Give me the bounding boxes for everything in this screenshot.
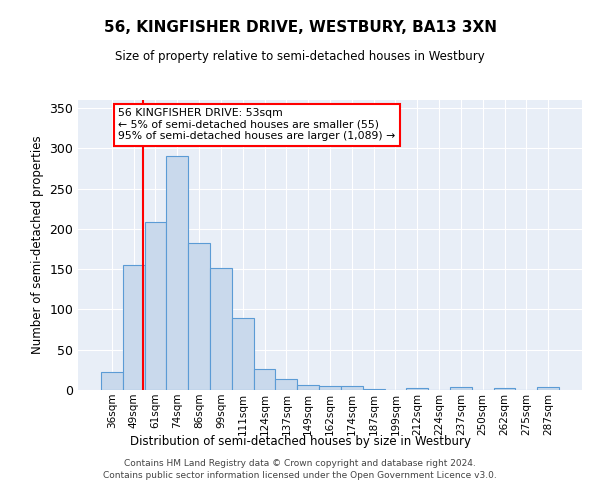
Y-axis label: Number of semi-detached properties: Number of semi-detached properties (31, 136, 44, 354)
Bar (297, 385, 319, 390)
Text: Distribution of semi-detached houses by size in Westbury: Distribution of semi-detached houses by … (130, 435, 470, 448)
Bar (537, 387, 559, 390)
Bar (319, 386, 341, 390)
Bar (123, 265, 145, 390)
Bar (494, 388, 515, 390)
Bar (406, 388, 428, 390)
Text: 56 KINGFISHER DRIVE: 53sqm
← 5% of semi-detached houses are smaller (55)
95% of : 56 KINGFISHER DRIVE: 53sqm ← 5% of semi-… (118, 108, 395, 142)
Text: Size of property relative to semi-detached houses in Westbury: Size of property relative to semi-detach… (115, 50, 485, 63)
Bar (145, 222, 166, 390)
Bar (166, 156, 188, 390)
Bar (254, 369, 275, 390)
Bar (210, 268, 232, 390)
Text: 56, KINGFISHER DRIVE, WESTBURY, BA13 3XN: 56, KINGFISHER DRIVE, WESTBURY, BA13 3XN (104, 20, 497, 35)
Text: Contains HM Land Registry data © Crown copyright and database right 2024.
Contai: Contains HM Land Registry data © Crown c… (103, 458, 497, 480)
Bar (101, 372, 123, 390)
Bar (363, 389, 385, 390)
Bar (450, 387, 472, 390)
Bar (232, 318, 254, 390)
Bar (275, 378, 297, 390)
Bar (188, 242, 210, 390)
Bar (341, 386, 363, 390)
